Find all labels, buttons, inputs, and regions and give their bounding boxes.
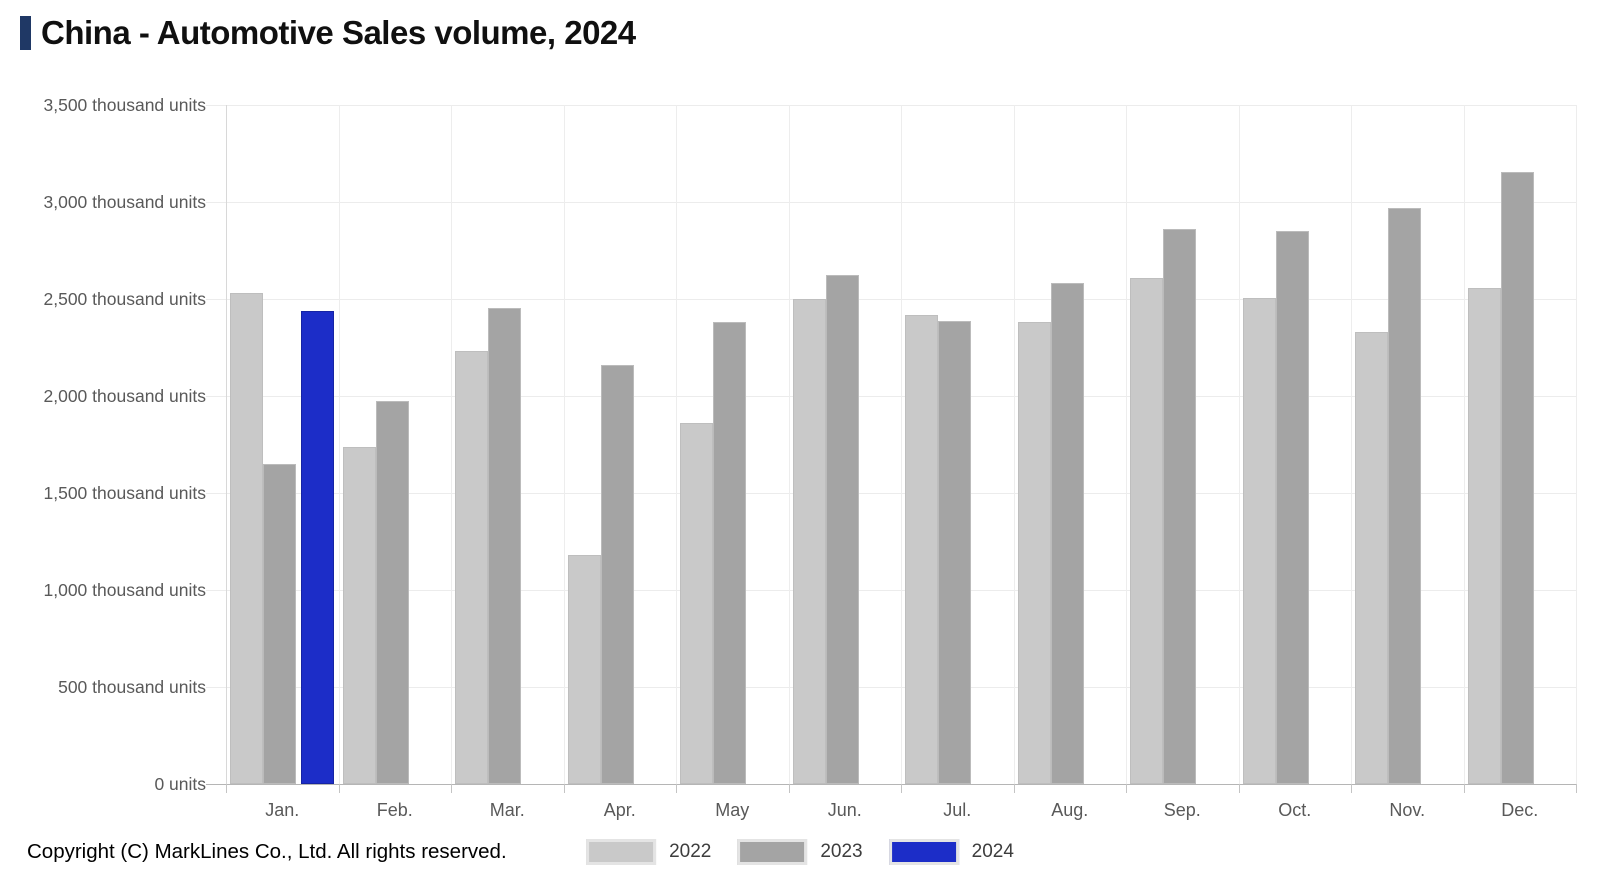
bar-2023-may [713,321,746,784]
x-label-may: May [715,800,750,820]
bar-2023-feb [375,400,409,784]
bar-2022-sep [1130,277,1163,784]
title-accent-bar [20,16,31,50]
plot-area: Jan. Feb. Mar. Apr. May Jun. Jul. Aug. Sep. Oct. N… [206,105,1577,820]
month-boundary-line [1013,105,1015,784]
bar-2023-oct [1275,230,1309,784]
bar-2023-apr [600,365,634,784]
legend-label-2022: 2022 [669,841,712,862]
x-label-jun: Jun. [827,800,862,820]
bar-2023-dec [1500,171,1534,784]
legend-swatch-2024 [888,839,959,865]
x-label-oct: Oct. [1278,800,1312,820]
y-label-2500: 2,500 thousand units [43,289,207,309]
legend-label-2023: 2023 [820,841,863,862]
x-label-jan: Jan. [265,800,300,820]
bar-2023-aug [1050,283,1084,784]
y-label-3500: 3,500 thousand units [43,95,207,115]
month-boundary-line [788,105,790,784]
axis-tick [1351,784,1352,793]
bar-2023-jul [938,320,971,784]
legend-swatch-2023 [737,839,808,865]
x-label-apr: Apr. [603,800,636,820]
bar-2022-mar [455,350,488,784]
gridline-500 [206,687,1576,688]
month-boundary-line [901,105,902,784]
bar-2022-jan [230,293,263,784]
bar-2023-nov [1388,207,1421,784]
chart-title: China - Automotive Sales volume, 2024 [41,14,636,51]
legend-item-2023[interactable]: 2023 [737,839,863,865]
y-label-500: 500 thousand units [58,677,206,697]
axis-tick [1463,784,1465,793]
month-boundary-line [1351,105,1352,784]
x-axis-line [206,784,1576,785]
x-label-feb: Feb. [376,800,413,820]
axis-tick [451,784,452,793]
bar-2024-jan [301,310,334,784]
month-boundary-line [1126,105,1127,784]
legend-label-2024: 2024 [971,841,1014,862]
bar-2023-mar [488,308,521,784]
gridline-1500 [206,493,1576,494]
bar-2023-jun [825,275,859,784]
month-boundary-line [451,105,452,784]
bar-2022-jun [792,298,826,784]
bar-2022-feb [342,447,376,784]
legend-swatch-2022 [586,839,657,865]
gridline-3000 [206,202,1576,203]
copyright-text: Copyright (C) MarkLines Co., Ltd. All ri… [27,840,507,863]
month-boundary-line [1238,105,1240,784]
y-label-0: 0 units [154,774,206,794]
chart-header: China - Automotive Sales volume, 2024 [20,14,636,52]
axis-tick [1013,784,1015,793]
axis-tick [901,784,902,793]
bar-2022-aug [1017,321,1051,784]
axis-tick [1238,784,1240,793]
axis-tick [563,784,565,793]
axis-tick [1576,784,1577,793]
gridline-2000 [206,396,1576,397]
y-label-1500: 1,500 thousand units [43,483,207,503]
month-boundary-line [226,105,227,784]
x-label-jul: Jul. [943,800,972,820]
legend-item-2022[interactable]: 2022 [586,839,711,865]
axis-tick [338,784,340,793]
axis-tick [1126,784,1127,793]
x-label-aug: Aug. [1051,800,1089,820]
axis-tick [226,784,227,793]
bar-2022-jul [905,314,938,784]
gridline-1000 [206,590,1576,591]
y-label-3000: 3,000 thousand units [43,192,207,212]
gridline-2500 [206,299,1576,300]
x-label-mar: Mar. [489,800,525,820]
bar-2022-oct [1242,298,1276,784]
bar-2023-jan [263,464,296,784]
bar-2022-nov [1355,332,1388,784]
month-boundary-line [1576,105,1577,784]
gridline-3500 [206,105,1576,106]
month-boundary-line [1463,105,1465,784]
axis-tick [788,784,790,793]
month-boundary-line [338,105,340,784]
axis-tick [676,784,677,793]
y-label-2000: 2,000 thousand units [43,386,207,406]
y-label-1000: 1,000 thousand units [43,580,207,600]
month-boundary-line [676,105,677,784]
chart-legend: 2022 2023 2024 [586,839,1014,865]
bar-2022-dec [1467,288,1501,784]
bar-2022-may [680,422,713,784]
bar-2022-apr [567,554,601,784]
bar-2023-sep [1163,229,1196,784]
x-label-sep: Sep. [1163,800,1201,820]
legend-item-2024[interactable]: 2024 [888,839,1014,865]
x-label-nov: Nov. [1389,800,1426,820]
month-boundary-line [563,105,565,784]
x-label-dec: Dec. [1501,800,1539,820]
